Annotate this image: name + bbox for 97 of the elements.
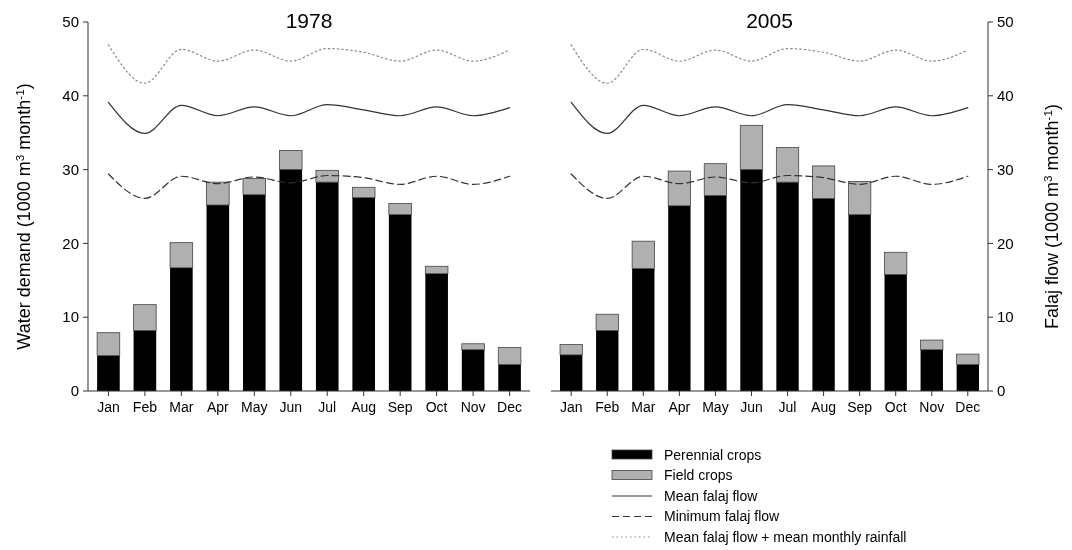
bar <box>133 330 157 391</box>
bar <box>595 313 619 331</box>
bar <box>884 251 908 275</box>
bar <box>631 240 655 269</box>
y-tick-label: 50 <box>62 13 79 31</box>
bar <box>315 169 339 183</box>
legend-label: Mean falaj flow + mean monthly rainfall <box>664 528 907 545</box>
y-tick-label: 0 <box>70 382 79 400</box>
x-tick-label: Mar <box>169 399 194 415</box>
bar <box>497 347 522 365</box>
x-tick-label: Sep <box>847 399 873 415</box>
bar <box>424 265 449 275</box>
x-tick-label: Oct <box>425 399 448 415</box>
legend-label: Perennial crops <box>664 446 762 463</box>
x-tick-label: Jul <box>778 399 797 415</box>
bar <box>956 364 979 391</box>
x-tick-label: Nov <box>919 399 945 415</box>
bar <box>739 124 764 170</box>
bar <box>667 170 691 207</box>
line-series <box>570 44 969 84</box>
bar <box>169 242 194 269</box>
x-tick-label: Feb <box>132 399 158 415</box>
x-tick-label: May <box>241 399 268 415</box>
bar <box>632 268 655 391</box>
bar <box>170 267 193 391</box>
x-tick-label: Nov <box>460 399 486 415</box>
bar <box>388 214 412 391</box>
y-tick-label: 40 <box>62 87 79 105</box>
x-tick-label: Apr <box>668 399 691 415</box>
bar <box>279 150 303 170</box>
bar <box>596 330 619 391</box>
x-tick-label: Sep <box>387 399 413 415</box>
bar <box>884 274 907 391</box>
x-tick-label: Dec <box>955 399 981 415</box>
x-tick-label: Dec <box>497 399 523 415</box>
line-series <box>570 101 969 135</box>
bar <box>559 344 583 356</box>
chart-title: 1978 <box>285 9 333 32</box>
line-series <box>570 173 969 199</box>
bar <box>920 339 944 351</box>
bar <box>740 169 763 391</box>
x-tick-label: May <box>702 399 729 415</box>
y-tick-label: 10 <box>997 308 1014 326</box>
bar <box>668 205 691 391</box>
bar <box>812 198 835 391</box>
bar <box>279 169 303 391</box>
y-tick-label: 20 <box>62 234 79 252</box>
bar <box>848 181 872 216</box>
bar <box>776 182 799 391</box>
bar <box>560 354 583 391</box>
x-tick-label: Oct <box>884 399 907 415</box>
y-tick-label: 30 <box>997 160 1014 178</box>
x-tick-label: Mar <box>631 399 656 415</box>
bar <box>461 343 485 351</box>
bar <box>242 194 266 391</box>
bar <box>352 197 376 391</box>
x-tick-label: Jan <box>97 399 120 415</box>
x-tick-label: Jan <box>559 399 583 415</box>
bar <box>96 332 121 356</box>
chart-title: 2005 <box>746 9 793 32</box>
bar <box>242 178 266 196</box>
bar <box>775 147 800 183</box>
bar <box>703 163 727 196</box>
bar <box>352 186 376 199</box>
legend-label: Mean falaj flow <box>664 487 759 504</box>
y-tick-label: 20 <box>997 234 1014 252</box>
legend-label: Field crops <box>664 467 733 484</box>
x-tick-label: Jun <box>740 399 763 415</box>
x-tick-label: Aug <box>351 399 377 415</box>
y-tick-label: 10 <box>62 308 79 326</box>
y-tick-label: 30 <box>62 160 79 178</box>
bar <box>315 182 339 391</box>
x-tick-label: Aug <box>811 399 837 415</box>
bar <box>498 364 521 391</box>
y-tick-label: 50 <box>997 13 1014 31</box>
x-tick-label: Jun <box>279 399 303 415</box>
bar <box>388 203 412 216</box>
bar <box>425 273 448 391</box>
bar <box>461 349 485 391</box>
line-series <box>107 101 511 135</box>
bar <box>704 195 727 391</box>
bar <box>920 349 943 391</box>
bar <box>206 205 230 391</box>
bar <box>97 355 120 391</box>
x-tick-label: Apr <box>206 399 230 415</box>
line-series <box>107 173 511 199</box>
bar <box>206 181 230 206</box>
y-tick-label: 0 <box>997 382 1006 400</box>
line-series <box>107 44 511 84</box>
x-tick-label: Jul <box>318 399 337 415</box>
bar <box>848 214 871 391</box>
bar <box>133 304 157 331</box>
y-tick-label: 40 <box>997 87 1014 105</box>
x-tick-label: Feb <box>595 399 620 415</box>
bar <box>812 165 836 199</box>
bar <box>956 353 980 365</box>
legend-label: Minimum falaj flow <box>664 508 781 525</box>
